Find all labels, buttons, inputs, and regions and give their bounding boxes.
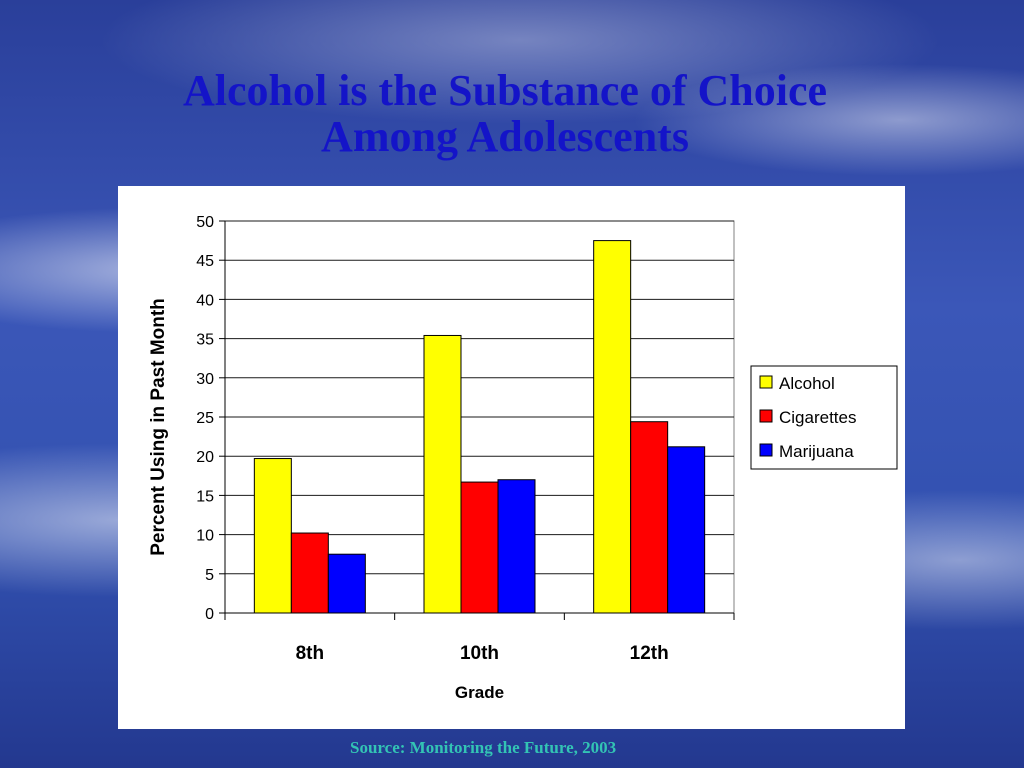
legend-swatch-marijuana <box>759 443 773 457</box>
y-tick-label: 30 <box>196 371 214 388</box>
chart-panel: 0 5 10 15 20 25 30 35 40 45 50 8th 10th 12th Grade Perc… <box>118 186 905 729</box>
y-tick-label: 0 <box>205 606 214 623</box>
y-tick-label: 20 <box>196 449 214 466</box>
y-tick-label: 15 <box>196 488 214 505</box>
y-tick-label: 25 <box>196 410 214 427</box>
y-tick-label: 5 <box>205 567 214 584</box>
bar-marijuana-12th <box>667 446 706 614</box>
y-tick-label: 35 <box>196 332 214 349</box>
bar-marijuana-10th <box>497 479 536 614</box>
x-tick-label: 10th <box>460 643 499 664</box>
y-tick-label: 10 <box>196 528 214 545</box>
x-axis-title: Grade <box>455 683 504 702</box>
bar-cigarettes-8th <box>290 532 329 614</box>
legend-label-marijuana: Marijuana <box>779 442 854 461</box>
legend-box <box>750 365 898 470</box>
y-tick-label: 40 <box>196 292 214 309</box>
bar-alcohol-10th <box>423 334 462 614</box>
bar-cigarettes-10th <box>460 481 499 614</box>
legend-swatch-alcohol <box>759 375 773 389</box>
slide-title-line-2: Among Adolescents <box>321 112 689 161</box>
legend-label-alcohol: Alcohol <box>779 374 835 393</box>
bar-alcohol-12th <box>593 240 632 614</box>
source-note: Source: Monitoring the Future, 2003 <box>350 738 617 757</box>
bar-chart: 0 5 10 15 20 25 30 35 40 45 50 8th 10th 12th Grade Perc… <box>148 214 898 702</box>
x-tick-label: 12th <box>630 643 669 664</box>
bar-alcohol-8th <box>253 458 292 614</box>
slide-title-line-1: Alcohol is the Substance of Choice <box>182 66 828 115</box>
bar-marijuana-8th <box>327 553 366 614</box>
slide-title: Alcohol is the Substance of Choice Among… <box>0 68 1010 160</box>
x-tick-label: 8th <box>296 643 325 664</box>
y-axis-title: Percent Using in Past Month <box>148 298 169 556</box>
y-tick-label: 45 <box>196 253 214 270</box>
bar-cigarettes-12th <box>630 421 669 614</box>
legend-swatch-cigarettes <box>759 409 773 423</box>
y-tick-label: 50 <box>196 214 214 231</box>
legend-label-cigarettes: Cigarettes <box>779 408 856 427</box>
